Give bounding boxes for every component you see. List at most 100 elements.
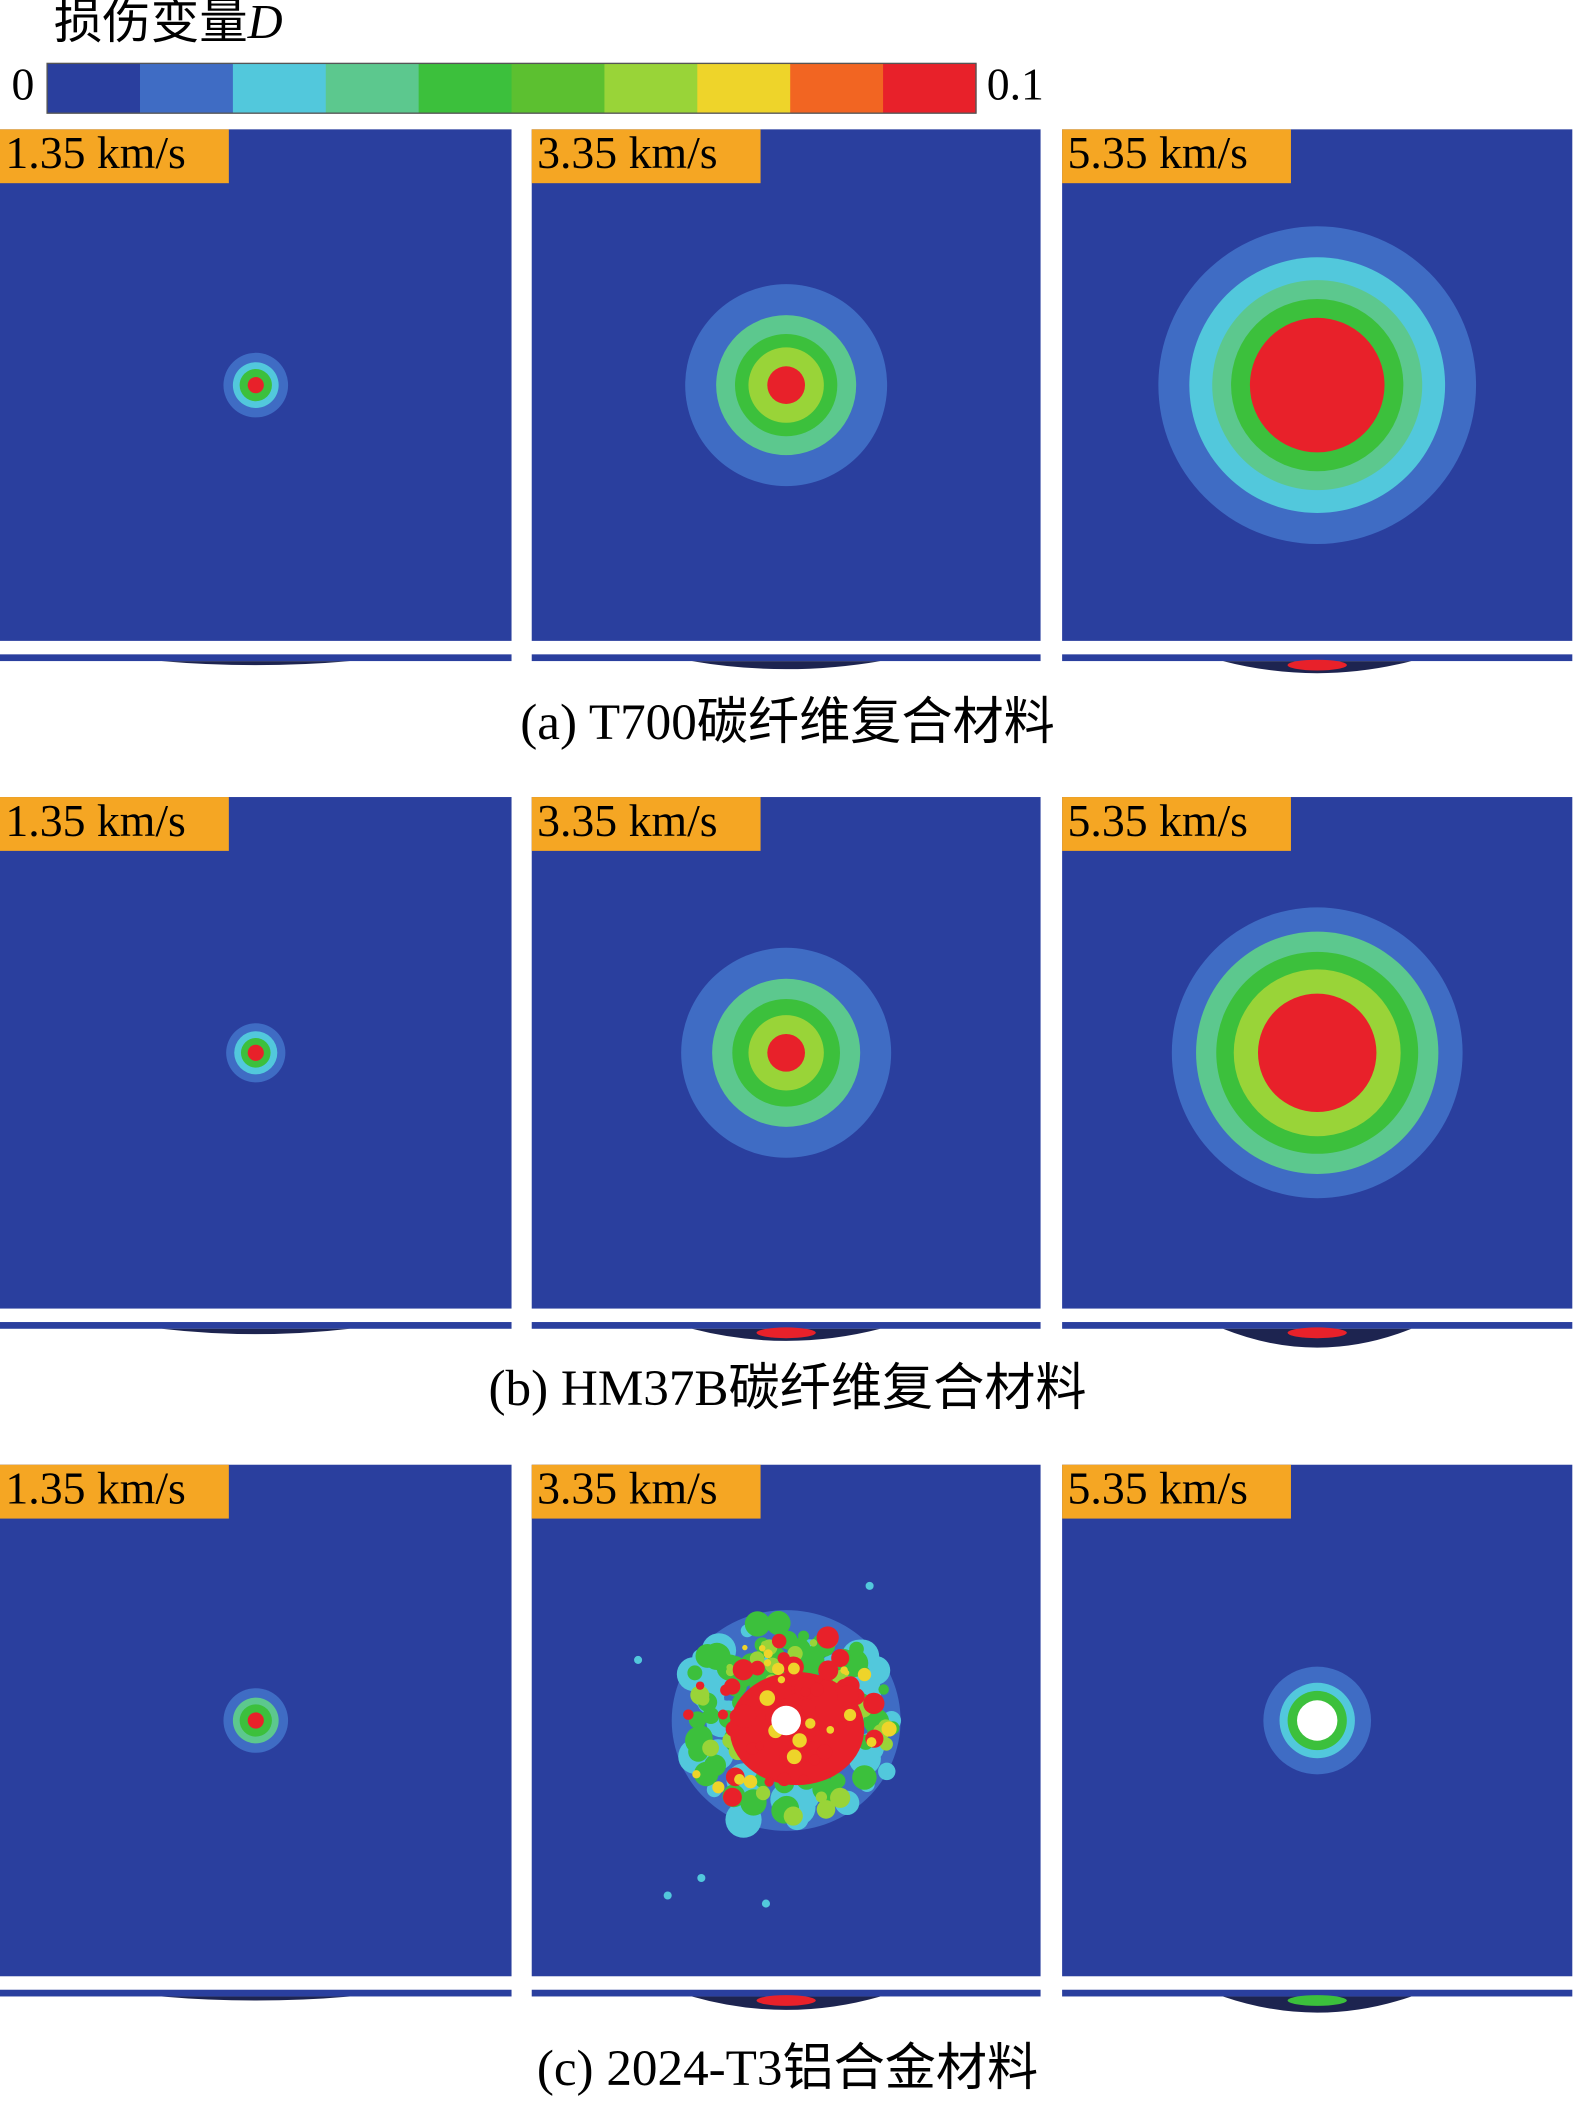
damage-spot — [843, 1708, 857, 1722]
contour — [247, 1712, 264, 1729]
section-bar — [1062, 654, 1573, 662]
damage-spot — [717, 1709, 729, 1720]
section-damage — [756, 1327, 816, 1339]
damage-spot — [697, 1873, 706, 1883]
damage-spot — [881, 1721, 897, 1737]
contour — [247, 1044, 264, 1061]
caption: (a) T700碳纤维复合材料 — [520, 694, 1055, 751]
panel: 3.35 km/s — [531, 127, 1041, 670]
colorbar-swatch — [697, 63, 791, 114]
section-bulge — [1222, 1328, 1412, 1348]
damage-spot — [766, 1610, 791, 1636]
section-bulge — [161, 1328, 350, 1335]
section-bar — [531, 1989, 1041, 1997]
speed-label: 3.35 km/s — [537, 1463, 717, 1514]
speed-label: 1.35 km/s — [5, 127, 185, 178]
damage-spot — [692, 1770, 701, 1779]
damage-spot — [818, 1660, 839, 1681]
section-bar — [531, 654, 1041, 662]
damage-spot — [703, 1642, 731, 1671]
damage-spot — [837, 1685, 859, 1707]
damage-spot — [866, 1737, 877, 1748]
damage-spot — [770, 1677, 793, 1700]
section-bar — [531, 1322, 1041, 1329]
contour — [247, 377, 264, 394]
speed-label-bg — [1062, 1464, 1291, 1519]
damage-spot — [830, 1773, 846, 1789]
panel: 1.35 km/s — [0, 795, 512, 1335]
panel: 3.35 km/s — [531, 795, 1041, 1341]
colorbar-swatch — [790, 63, 884, 114]
damage-spot — [758, 1644, 766, 1652]
damage-spot — [852, 1765, 877, 1790]
speed-label-bg — [1062, 797, 1291, 851]
damage-spot — [815, 1791, 828, 1803]
damage-spot — [777, 1652, 790, 1665]
damage-spot — [777, 1676, 786, 1684]
contour — [767, 366, 805, 404]
section-damage — [756, 1995, 816, 2006]
damage-spot — [755, 1785, 771, 1801]
colorbar-min: 0 — [11, 58, 34, 109]
colorbar-swatch — [232, 63, 327, 114]
contour — [1297, 1700, 1338, 1741]
damage-spot — [788, 1662, 800, 1675]
speed-label-bg — [0, 129, 229, 184]
colorbar-max: 0.1 — [987, 58, 1044, 109]
caption: (b) HM37B碳纤维复合材料 — [488, 1360, 1086, 1417]
damage-spot — [810, 1682, 824, 1697]
damage-spot — [838, 1721, 847, 1730]
speed-label: 3.35 km/s — [537, 795, 717, 846]
section-bar — [0, 1989, 512, 1997]
contour — [1249, 317, 1385, 453]
perforation — [771, 1705, 801, 1736]
section-damage — [1287, 1327, 1347, 1339]
damage-spot — [663, 1891, 672, 1900]
damage-spot — [732, 1704, 757, 1729]
speed-label: 5.35 km/s — [1068, 795, 1248, 846]
damage-spot — [763, 1659, 772, 1667]
damage-spot — [808, 1754, 820, 1766]
section-bar — [0, 654, 512, 662]
damage-spot — [761, 1899, 770, 1908]
damage-spot — [777, 1772, 792, 1787]
damage-spot — [743, 1774, 758, 1789]
damage-spot — [878, 1762, 896, 1781]
damage-spot — [805, 1718, 816, 1729]
damage-spot — [750, 1660, 765, 1676]
damage-spot — [771, 1633, 787, 1649]
damage-spot — [690, 1685, 710, 1705]
panel: 5.35 km/s — [1062, 1463, 1573, 2013]
damage-spot — [816, 1800, 836, 1819]
speed-label-bg — [531, 797, 761, 851]
colorbar-title-text: 损伤变量 — [54, 0, 248, 49]
damage-spot — [826, 1726, 835, 1734]
damage-spot — [742, 1644, 748, 1651]
damage-spot — [857, 1667, 872, 1682]
section-damage — [1287, 1995, 1347, 2006]
colorbar-swatch — [325, 63, 420, 114]
damage-spot — [712, 1781, 725, 1794]
speed-label-bg — [531, 129, 761, 184]
speed-label: 3.35 km/s — [537, 127, 717, 178]
damage-spot — [725, 1667, 735, 1677]
section-bar — [0, 1322, 512, 1329]
section-bulge — [161, 1996, 350, 2001]
damage-spot — [803, 1645, 825, 1667]
damage-spot — [687, 1665, 703, 1681]
colorbar-swatch — [511, 63, 606, 114]
colorbar-swatch — [883, 63, 977, 114]
contour — [1257, 993, 1377, 1113]
damage-spot — [814, 1675, 823, 1684]
damage-spot — [634, 1655, 643, 1664]
colorbar-frame — [46, 62, 977, 114]
panel: 1.35 km/s — [0, 1463, 512, 2001]
damage-spot — [732, 1659, 754, 1681]
speed-label: 1.35 km/s — [5, 1463, 185, 1514]
damage-spot — [755, 1741, 764, 1751]
section-bar — [1062, 1322, 1573, 1329]
section-bulge — [691, 661, 881, 670]
damage-spot — [809, 1639, 818, 1647]
damage-spot — [792, 1733, 807, 1748]
